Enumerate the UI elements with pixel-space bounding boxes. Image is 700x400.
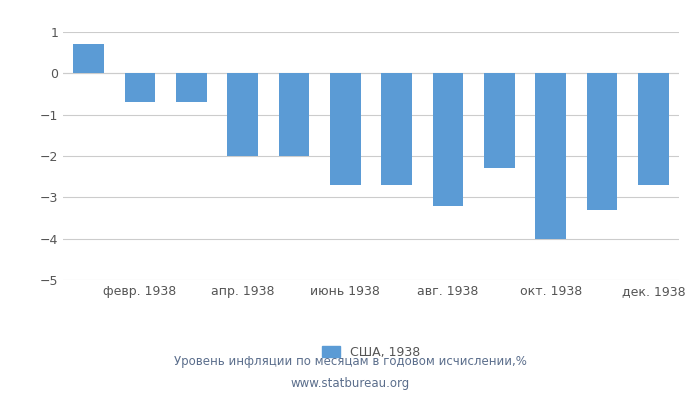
- Bar: [74, 44, 104, 73]
- Bar: [536, 73, 566, 239]
- Bar: [382, 73, 412, 185]
- Bar: [125, 73, 155, 102]
- Bar: [484, 73, 514, 168]
- Bar: [330, 73, 360, 185]
- Bar: [279, 73, 309, 156]
- Bar: [638, 73, 668, 185]
- Text: www.statbureau.org: www.statbureau.org: [290, 378, 410, 390]
- Bar: [228, 73, 258, 156]
- Bar: [176, 73, 206, 102]
- Bar: [587, 73, 617, 210]
- Legend: США, 1938: США, 1938: [316, 341, 426, 364]
- Text: Уровень инфляции по месяцам в годовом исчислении,%: Уровень инфляции по месяцам в годовом ис…: [174, 356, 526, 368]
- Bar: [433, 73, 463, 206]
